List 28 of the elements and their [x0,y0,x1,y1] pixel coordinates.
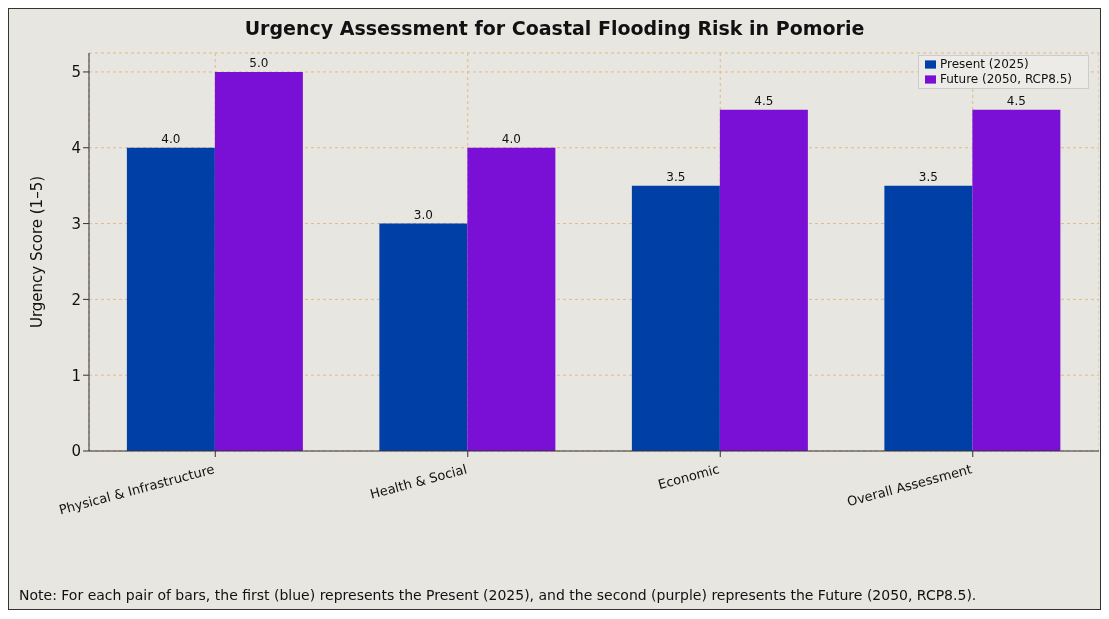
data-label: 3.0 [413,207,433,222]
y-tick-label: 0 [71,442,81,461]
bar [631,185,720,451]
legend-label: Future (2050, RCP8.5) [940,72,1072,86]
text: Note: For each pair of bars, the first (blue) represents the Present (2025), and the second (purple) represents the Future (2050, RCP8.5). [19,587,977,603]
data-label: 5.0 [249,55,269,70]
y-tick-label: 4 [71,139,81,158]
data-label: 4.5 [1006,93,1026,108]
bar [126,147,215,451]
y-tick-label: 3 [71,214,81,233]
bar [379,223,468,451]
y-tick-label: 1 [71,366,81,385]
x-tick-label: Health & Social [368,461,469,502]
y-tick-label: 5 [71,63,81,82]
chart-title: Urgency Assessment for Coastal Flooding Risk in Pomorie [243,16,866,41]
y-tick-label: 2 [71,290,81,309]
data-label: 3.5 [918,169,938,184]
data-label: 3.5 [666,169,686,184]
bar [214,71,303,451]
bar [884,185,973,451]
legend-label: Present (2025) [940,57,1029,71]
data-label: 4.5 [754,93,774,108]
bar [719,109,808,451]
y-axis-title: Urgency Score (1–5) [28,175,47,329]
data-label: 4.0 [161,131,181,146]
bar [467,147,556,451]
bar [972,109,1061,451]
data-label: 4.0 [501,131,521,146]
